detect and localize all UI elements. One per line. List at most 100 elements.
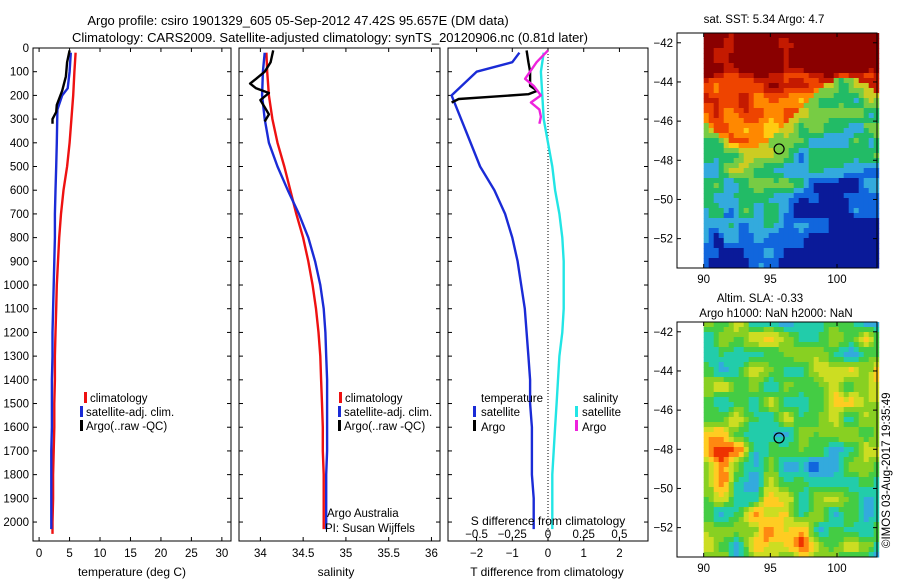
- heatmap-cell: [703, 228, 710, 234]
- heatmap-cell: [768, 532, 775, 538]
- heatmap-cell: [818, 362, 825, 368]
- heatmap-cell: [763, 537, 770, 543]
- heatmap-cell: [758, 342, 765, 348]
- heatmap-cell: [753, 347, 760, 353]
- heatmap-cell: [853, 362, 860, 368]
- heatmap-cell: [778, 487, 785, 493]
- heatmap-cell: [788, 392, 795, 398]
- heatmap-cell: [708, 532, 715, 538]
- heatmap-cell: [703, 33, 710, 39]
- heatmap-cell: [723, 148, 730, 154]
- heatmap-cell: [768, 477, 775, 483]
- heatmap-cell: [838, 223, 845, 229]
- heatmap-cell: [818, 437, 825, 443]
- heatmap-cell: [803, 88, 810, 94]
- heatmap-cell: [798, 33, 805, 39]
- heatmap-cell: [763, 168, 770, 174]
- heatmap-cell: [798, 407, 805, 413]
- heatmap-cell: [778, 148, 785, 154]
- heatmap-cell: [798, 188, 805, 194]
- heatmap-cell: [818, 103, 825, 109]
- heatmap-cell: [828, 88, 835, 94]
- heatmap-cell: [753, 138, 760, 144]
- heatmap-cell: [723, 68, 730, 74]
- heatmap-cell: [713, 402, 720, 408]
- heatmap-cell: [788, 442, 795, 448]
- heatmap-cell: [713, 552, 720, 558]
- heatmap-cell: [743, 158, 750, 164]
- heatmap-cell: [833, 143, 840, 149]
- heatmap-cell: [853, 208, 860, 214]
- heatmap-cell: [733, 507, 740, 513]
- heatmap-cell: [798, 522, 805, 528]
- heatmap-cell: [708, 93, 715, 99]
- heatmap-cell: [738, 73, 745, 79]
- heatmap-cell: [758, 133, 765, 139]
- heatmap-cell: [753, 113, 760, 119]
- heatmap-cell: [743, 198, 750, 204]
- heatmap-cell: [868, 138, 875, 144]
- heatmap-cell: [703, 407, 710, 413]
- heatmap-cell: [808, 392, 815, 398]
- heatmap-cell: [738, 63, 745, 69]
- heatmap-cell: [708, 552, 715, 558]
- heatmap-cell: [873, 138, 880, 144]
- difference-x-axis: −2 −1 0 1 2: [470, 48, 623, 560]
- heatmap-cell: [818, 148, 825, 154]
- heatmap-cell: [813, 552, 820, 558]
- heatmap-cell: [728, 447, 735, 453]
- heatmap-cell: [823, 367, 830, 373]
- heatmap-cell: [868, 258, 875, 264]
- heatmap-cell: [858, 113, 865, 119]
- heatmap-cell: [713, 492, 720, 498]
- heatmap-cell: [733, 502, 740, 508]
- heatmap-cell: [818, 512, 825, 518]
- heatmap-cell: [818, 547, 825, 553]
- heatmap-cell: [798, 233, 805, 239]
- heatmap-cell: [753, 103, 760, 109]
- heatmap-cell: [768, 522, 775, 528]
- heatmap-cell: [848, 522, 855, 528]
- heatmap-cell: [788, 427, 795, 433]
- heatmap-cell: [858, 337, 865, 343]
- heatmap-cell: [763, 118, 770, 124]
- heatmap-cell: [848, 417, 855, 423]
- heatmap-cell: [873, 193, 880, 199]
- heatmap-cell: [853, 128, 860, 134]
- heatmap-cell: [738, 123, 745, 129]
- heatmap-cell: [833, 427, 840, 433]
- heatmap-cell: [768, 397, 775, 403]
- heatmap-cell: [803, 208, 810, 214]
- heatmap-cell: [808, 263, 815, 269]
- x2-tick-label: −0.5: [465, 529, 488, 541]
- heatmap-cell: [788, 238, 795, 244]
- heatmap-cell: [823, 108, 830, 114]
- heatmap-cell: [853, 263, 860, 269]
- heatmap-cell: [748, 228, 755, 234]
- heatmap-cell: [813, 457, 820, 463]
- heatmap-cell: [733, 452, 740, 458]
- heatmap-cell: [748, 377, 755, 383]
- heatmap-cell: [743, 372, 750, 378]
- heatmap-cell: [738, 322, 745, 328]
- heatmap-cell: [818, 38, 825, 44]
- heatmap-cell: [853, 337, 860, 343]
- heatmap-cell: [718, 38, 725, 44]
- heatmap-cell: [713, 38, 720, 44]
- heatmap-cell: [703, 78, 710, 84]
- heatmap-cell: [738, 332, 745, 338]
- heatmap-cell: [708, 352, 715, 358]
- heatmap-cell: [838, 148, 845, 154]
- heatmap-cell: [733, 347, 740, 353]
- heatmap-cell: [713, 347, 720, 353]
- heatmap-cell: [703, 527, 710, 533]
- heatmap-cell: [718, 347, 725, 353]
- heatmap-cell: [713, 537, 720, 543]
- heatmap-cell: [708, 382, 715, 388]
- heatmap-cell: [853, 412, 860, 418]
- heatmap-cell: [703, 412, 710, 418]
- heatmap-cell: [803, 342, 810, 348]
- heatmap-cell: [718, 138, 725, 144]
- heatmap-cell: [708, 377, 715, 383]
- heatmap-cell: [793, 467, 800, 473]
